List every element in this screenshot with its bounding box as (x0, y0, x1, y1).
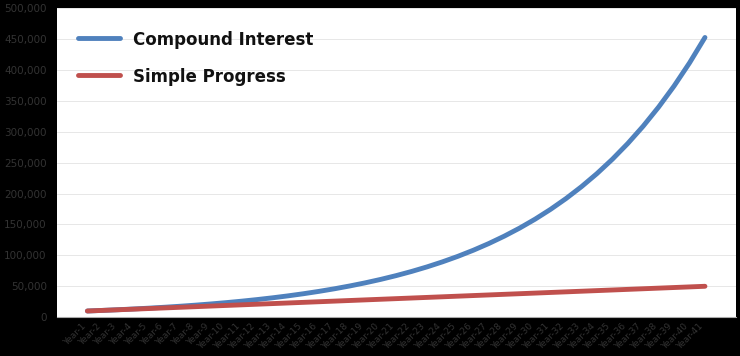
Simple Progress (423, 295, 431, 299)
Legend: Compound Interest, Simple Progress: Compound Interest, Simple Progress (65, 16, 327, 100)
Simple Progress (438, 295, 447, 299)
Line: Simple Progress: Simple Progress (87, 286, 705, 311)
Simple Progress (253, 302, 262, 307)
Compound Interest (346, 284, 354, 288)
Compound Interest (407, 269, 416, 273)
Compound Interest (469, 248, 478, 252)
Compound Interest (531, 217, 539, 221)
Simple Progress (454, 294, 462, 298)
Compound Interest (191, 303, 200, 307)
Simple Progress (98, 308, 107, 313)
Compound Interest (253, 297, 262, 302)
Simple Progress (83, 309, 92, 313)
Simple Progress (175, 305, 184, 309)
Compound Interest (485, 241, 494, 246)
Compound Interest (423, 265, 431, 269)
Simple Progress (299, 300, 308, 304)
Compound Interest (685, 61, 694, 65)
Compound Interest (454, 254, 462, 258)
Compound Interest (623, 141, 632, 146)
Compound Interest (83, 309, 92, 313)
Compound Interest (130, 307, 138, 311)
Simple Progress (608, 288, 616, 292)
Simple Progress (654, 286, 663, 290)
Compound Interest (114, 308, 123, 312)
Compound Interest (654, 105, 663, 109)
Compound Interest (283, 294, 292, 298)
Simple Progress (377, 297, 386, 302)
Compound Interest (377, 277, 386, 282)
Compound Interest (593, 172, 602, 176)
Compound Interest (608, 157, 616, 161)
Simple Progress (593, 288, 602, 293)
Simple Progress (130, 307, 138, 311)
Compound Interest (670, 84, 679, 88)
Simple Progress (531, 291, 539, 295)
Simple Progress (330, 299, 339, 303)
Simple Progress (191, 304, 200, 309)
Simple Progress (222, 303, 231, 308)
Compound Interest (330, 287, 339, 291)
Simple Progress (268, 302, 277, 306)
Compound Interest (562, 197, 571, 201)
Compound Interest (268, 295, 277, 300)
Simple Progress (206, 304, 215, 308)
Compound Interest (98, 308, 107, 313)
Compound Interest (175, 304, 184, 308)
Simple Progress (391, 297, 400, 301)
Compound Interest (314, 289, 323, 293)
Compound Interest (701, 35, 710, 40)
Simple Progress (346, 298, 354, 303)
Simple Progress (515, 292, 524, 296)
Compound Interest (500, 234, 508, 238)
Compound Interest (299, 292, 308, 296)
Compound Interest (238, 299, 246, 303)
Simple Progress (407, 296, 416, 300)
Simple Progress (485, 293, 494, 297)
Compound Interest (145, 306, 154, 310)
Simple Progress (114, 308, 123, 312)
Simple Progress (623, 287, 632, 292)
Compound Interest (222, 300, 231, 305)
Simple Progress (238, 303, 246, 307)
Simple Progress (685, 285, 694, 289)
Simple Progress (500, 292, 508, 297)
Simple Progress (361, 298, 370, 302)
Simple Progress (314, 300, 323, 304)
Compound Interest (206, 302, 215, 306)
Simple Progress (562, 290, 571, 294)
Simple Progress (577, 289, 586, 293)
Simple Progress (160, 306, 169, 310)
Compound Interest (438, 260, 447, 264)
Simple Progress (670, 286, 679, 290)
Compound Interest (639, 124, 648, 128)
Compound Interest (546, 207, 555, 211)
Compound Interest (515, 226, 524, 230)
Simple Progress (639, 287, 648, 291)
Simple Progress (469, 293, 478, 298)
Compound Interest (160, 305, 169, 309)
Simple Progress (283, 301, 292, 305)
Line: Compound Interest: Compound Interest (87, 37, 705, 311)
Compound Interest (391, 273, 400, 278)
Compound Interest (577, 184, 586, 189)
Simple Progress (145, 307, 154, 311)
Simple Progress (546, 290, 555, 295)
Compound Interest (361, 281, 370, 285)
Simple Progress (701, 284, 710, 288)
